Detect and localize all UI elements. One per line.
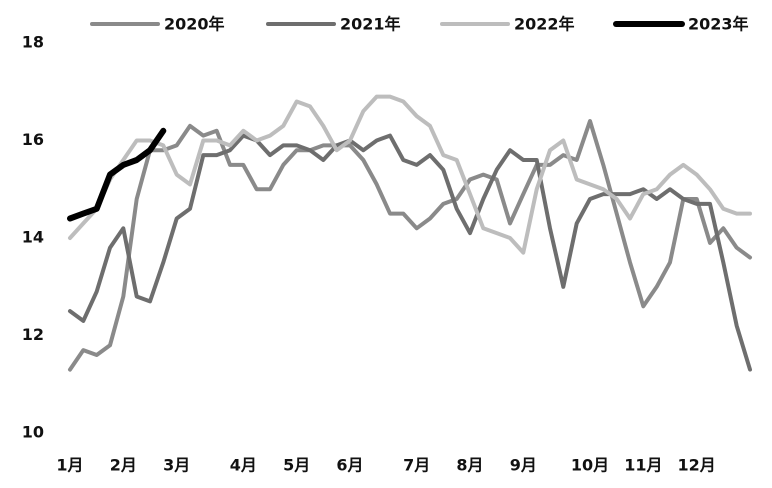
x-tick-label: 11月 xyxy=(624,456,662,475)
y-tick-label: 12 xyxy=(22,325,44,344)
x-tick-label: 1月 xyxy=(56,456,83,475)
x-tick-label: 5月 xyxy=(283,456,310,475)
legend-label: 2020年 xyxy=(164,15,225,34)
y-tick-label: 18 xyxy=(22,33,44,52)
series-line xyxy=(68,133,752,372)
y-tick-label: 16 xyxy=(22,130,44,149)
x-tick-label: 12月 xyxy=(678,456,716,475)
series-line xyxy=(67,127,167,222)
x-tick-label: 6月 xyxy=(336,456,363,475)
legend-label: 2021年 xyxy=(340,15,401,34)
x-tick-label: 3月 xyxy=(163,456,190,475)
legend-label: 2022年 xyxy=(514,15,575,34)
x-tick-label: 4月 xyxy=(230,456,257,475)
x-tick-label: 7月 xyxy=(403,456,430,475)
series-line xyxy=(68,119,752,372)
x-tick-label: 8月 xyxy=(456,456,483,475)
x-tick-label: 2月 xyxy=(110,456,137,475)
y-tick-label: 14 xyxy=(22,228,44,247)
legend-label: 2023年 xyxy=(688,15,749,34)
x-tick-label: 10月 xyxy=(571,456,609,475)
y-tick-label: 10 xyxy=(22,423,44,442)
series-line xyxy=(68,94,752,255)
x-tick-label: 9月 xyxy=(510,456,537,475)
